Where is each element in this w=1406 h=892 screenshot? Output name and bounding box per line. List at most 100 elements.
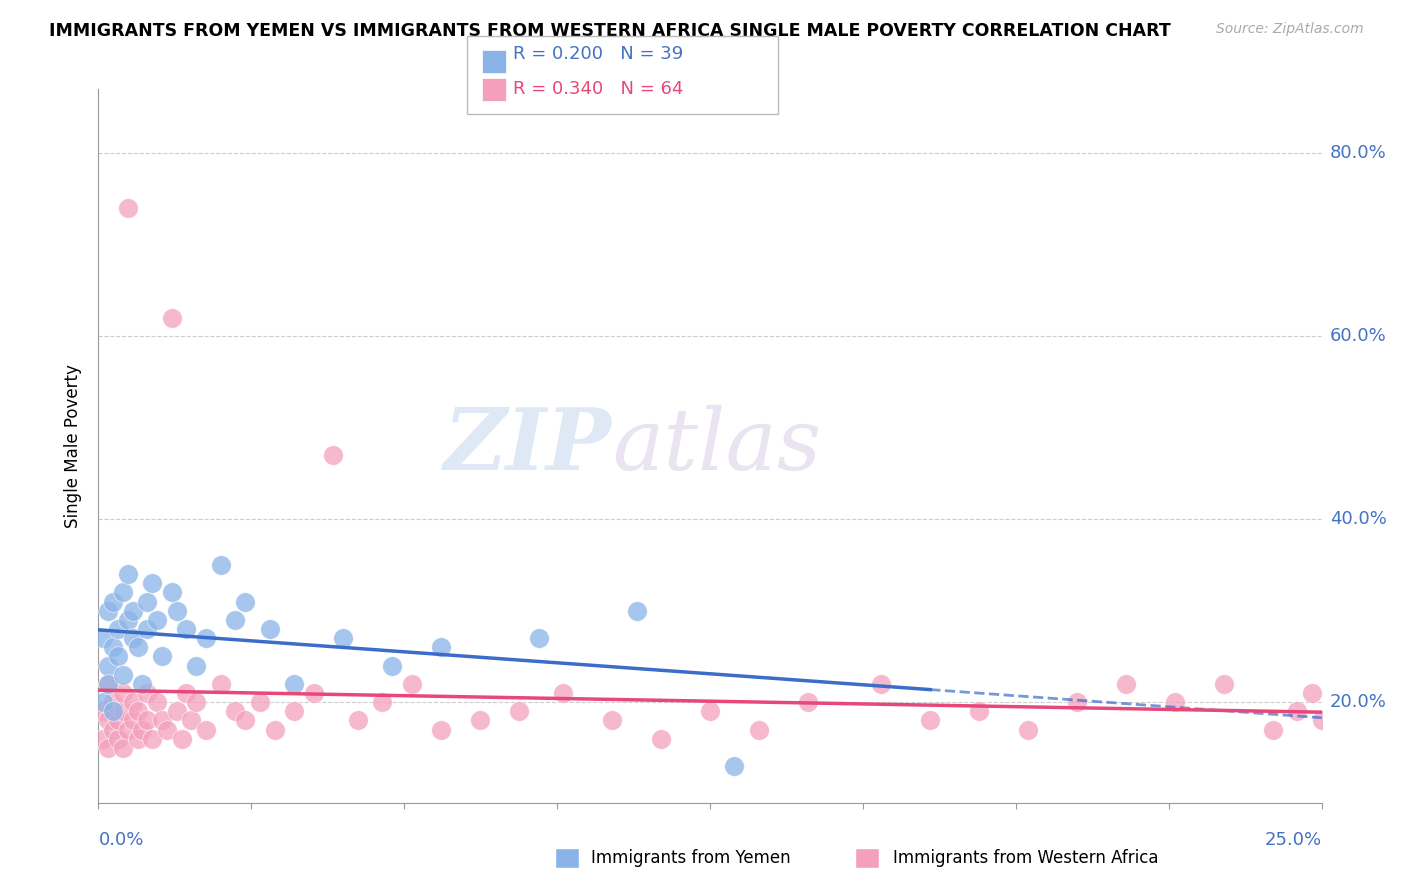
- Point: [166, 604, 188, 618]
- Point: [160, 310, 183, 325]
- Text: 25.0%: 25.0%: [1264, 831, 1322, 849]
- Point: [170, 731, 193, 746]
- Point: [650, 731, 672, 746]
- Point: [209, 558, 232, 572]
- Point: [127, 640, 149, 655]
- Point: [180, 714, 202, 728]
- Text: 60.0%: 60.0%: [1330, 327, 1386, 345]
- Point: [797, 695, 820, 709]
- Point: [1301, 686, 1323, 700]
- Point: [107, 714, 129, 728]
- Point: [136, 622, 159, 636]
- Point: [401, 677, 423, 691]
- Point: [263, 723, 285, 737]
- Point: [91, 731, 114, 746]
- Point: [249, 695, 271, 709]
- Point: [101, 640, 124, 655]
- Point: [111, 686, 134, 700]
- Point: [283, 677, 305, 691]
- Point: [224, 704, 246, 718]
- Point: [283, 704, 305, 718]
- Y-axis label: Single Male Poverty: Single Male Poverty: [65, 364, 83, 528]
- Point: [150, 649, 173, 664]
- Text: 40.0%: 40.0%: [1330, 510, 1386, 528]
- Point: [101, 723, 124, 737]
- Point: [117, 201, 139, 215]
- Point: [146, 695, 169, 709]
- Point: [1115, 677, 1137, 691]
- Point: [91, 695, 114, 709]
- Point: [381, 658, 404, 673]
- Text: 0.0%: 0.0%: [98, 831, 143, 849]
- Point: [107, 649, 129, 664]
- Point: [176, 686, 198, 700]
- Text: R = 0.200   N = 39: R = 0.200 N = 39: [513, 45, 683, 63]
- Point: [101, 695, 124, 709]
- Point: [920, 714, 942, 728]
- Point: [195, 723, 218, 737]
- Point: [101, 704, 124, 718]
- Text: 20.0%: 20.0%: [1330, 693, 1386, 711]
- Text: Immigrants from Western Africa: Immigrants from Western Africa: [893, 849, 1159, 867]
- Point: [430, 640, 453, 655]
- Point: [121, 604, 143, 618]
- Point: [166, 704, 188, 718]
- Point: [224, 613, 246, 627]
- Point: [600, 714, 623, 728]
- Text: ZIP: ZIP: [444, 404, 612, 488]
- Point: [127, 731, 149, 746]
- Point: [121, 714, 143, 728]
- Point: [723, 759, 745, 773]
- Point: [209, 677, 232, 691]
- Point: [146, 613, 169, 627]
- Point: [1310, 714, 1333, 728]
- Point: [111, 704, 134, 718]
- Point: [91, 631, 114, 645]
- Point: [371, 695, 394, 709]
- Point: [97, 677, 120, 691]
- Point: [101, 594, 124, 608]
- Point: [111, 740, 134, 755]
- Point: [97, 677, 120, 691]
- Point: [117, 613, 139, 627]
- Point: [302, 686, 325, 700]
- Text: IMMIGRANTS FROM YEMEN VS IMMIGRANTS FROM WESTERN AFRICA SINGLE MALE POVERTY CORR: IMMIGRANTS FROM YEMEN VS IMMIGRANTS FROM…: [49, 22, 1171, 40]
- Point: [195, 631, 218, 645]
- Point: [107, 622, 129, 636]
- Point: [156, 723, 179, 737]
- Point: [1286, 704, 1309, 718]
- Point: [117, 723, 139, 737]
- Point: [97, 604, 120, 618]
- Point: [121, 631, 143, 645]
- Point: [117, 567, 139, 582]
- Point: [186, 658, 208, 673]
- Text: Immigrants from Yemen: Immigrants from Yemen: [591, 849, 790, 867]
- Point: [233, 594, 256, 608]
- Point: [1066, 695, 1088, 709]
- Point: [131, 677, 153, 691]
- Point: [430, 723, 453, 737]
- Point: [508, 704, 530, 718]
- Point: [107, 731, 129, 746]
- Point: [527, 631, 550, 645]
- Text: atlas: atlas: [612, 405, 821, 487]
- Point: [97, 714, 120, 728]
- Point: [136, 594, 159, 608]
- Point: [186, 695, 208, 709]
- Point: [160, 585, 183, 599]
- Point: [748, 723, 770, 737]
- Point: [699, 704, 721, 718]
- Point: [1017, 723, 1039, 737]
- Point: [1212, 677, 1234, 691]
- Text: R = 0.340   N = 64: R = 0.340 N = 64: [513, 80, 683, 98]
- Point: [97, 658, 120, 673]
- Point: [332, 631, 354, 645]
- Point: [111, 667, 134, 681]
- Point: [127, 704, 149, 718]
- Point: [1164, 695, 1187, 709]
- Point: [136, 714, 159, 728]
- Point: [111, 585, 134, 599]
- Point: [131, 723, 153, 737]
- Point: [259, 622, 281, 636]
- Point: [141, 576, 163, 591]
